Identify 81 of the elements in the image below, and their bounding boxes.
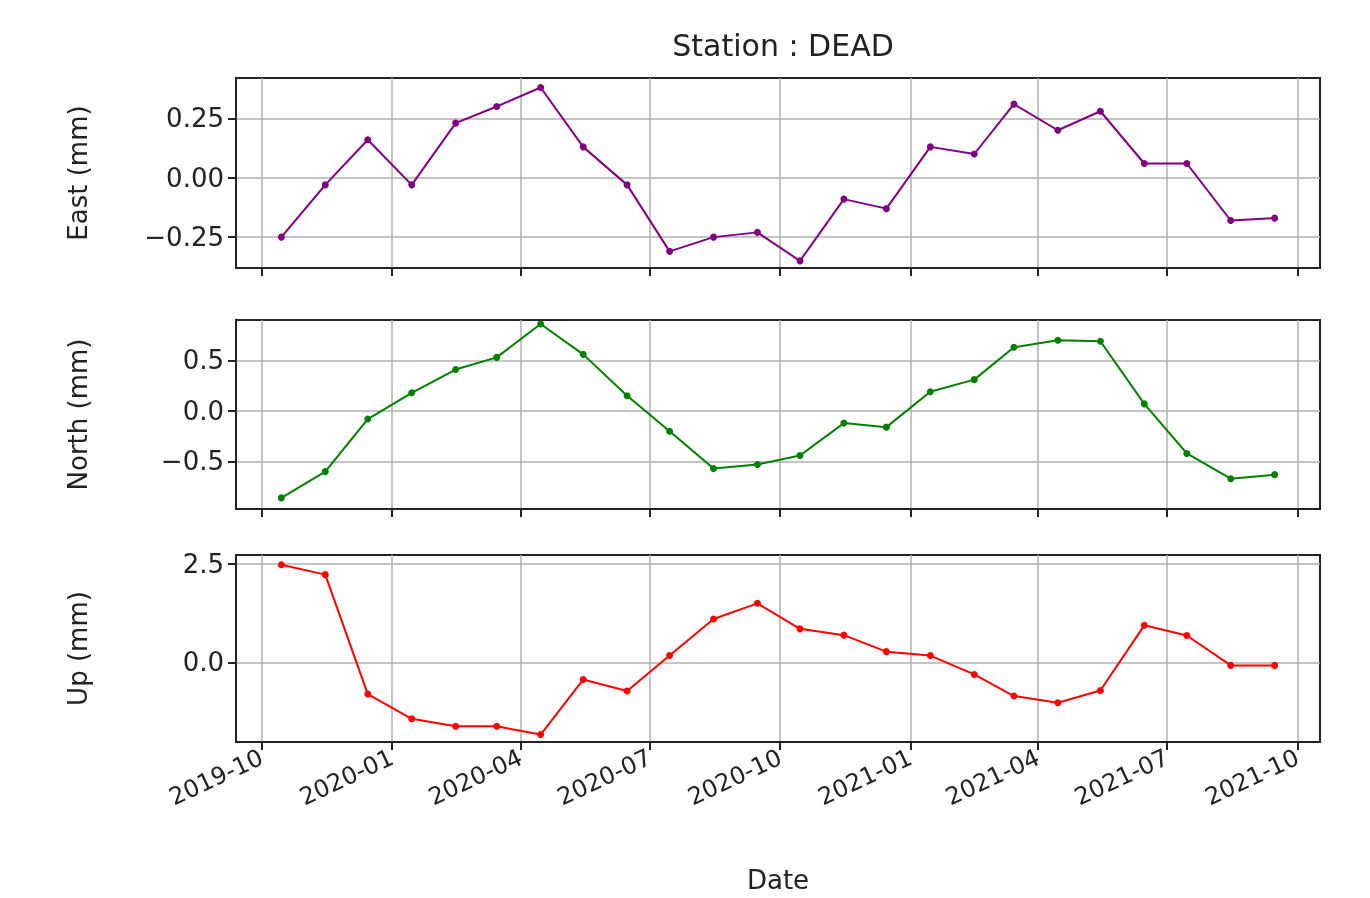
point <box>1227 475 1235 483</box>
point <box>970 150 978 158</box>
point <box>493 103 501 110</box>
point <box>1010 343 1018 351</box>
point <box>321 468 329 476</box>
point <box>926 143 934 151</box>
y-tick-label: −0.5 <box>160 446 224 477</box>
point <box>408 715 416 723</box>
point <box>537 731 545 739</box>
point <box>1271 214 1279 222</box>
point <box>1227 661 1235 669</box>
point <box>579 143 587 151</box>
point <box>753 228 761 236</box>
point <box>1140 400 1148 408</box>
y-tick-label: 0.5 <box>182 345 224 376</box>
point <box>277 561 285 569</box>
point <box>710 465 718 473</box>
point <box>1140 160 1148 167</box>
point <box>579 676 587 684</box>
point <box>277 494 285 502</box>
y-axis-title: Up (mm) <box>63 591 93 706</box>
point <box>364 415 372 423</box>
point <box>623 181 631 189</box>
y-tick-label: 0.25 <box>166 103 224 134</box>
point <box>882 648 890 656</box>
point <box>452 722 460 730</box>
point <box>408 181 416 189</box>
y-axis-title: North (mm) <box>63 338 93 491</box>
x-axis-title: Date <box>746 865 810 895</box>
point <box>666 652 674 660</box>
point <box>321 571 329 579</box>
point <box>408 389 416 397</box>
point <box>1183 632 1191 640</box>
point <box>882 205 890 213</box>
point <box>1096 687 1104 695</box>
point <box>1096 107 1104 115</box>
point <box>1271 661 1279 669</box>
point <box>1183 449 1191 457</box>
point <box>926 652 934 660</box>
point <box>452 119 460 127</box>
point <box>493 353 501 361</box>
point <box>579 350 587 358</box>
point <box>840 631 848 639</box>
y-tick-label: 0.0 <box>182 647 224 678</box>
point <box>1054 699 1062 707</box>
point <box>1227 217 1235 224</box>
point <box>493 722 501 730</box>
y-tick-label: −0.25 <box>144 222 224 253</box>
y-tick-label: 0.00 <box>166 162 224 193</box>
point <box>623 392 631 400</box>
point <box>1054 126 1062 134</box>
point <box>710 233 718 241</box>
point <box>666 247 674 255</box>
point <box>840 419 848 427</box>
point <box>277 233 285 241</box>
point <box>321 181 329 189</box>
point <box>970 670 978 678</box>
point <box>970 376 978 384</box>
point <box>753 461 761 469</box>
point <box>1054 336 1062 344</box>
y-axis-title: East (mm) <box>63 105 93 241</box>
y-tick-label: 0.0 <box>182 395 224 426</box>
point <box>1271 471 1279 479</box>
point <box>666 427 674 435</box>
point <box>537 320 545 328</box>
point <box>926 388 934 396</box>
point <box>710 615 718 623</box>
point <box>1096 337 1104 345</box>
y-tick-label: 2.5 <box>182 549 224 580</box>
point <box>537 84 545 91</box>
point <box>796 625 804 633</box>
point <box>364 690 372 698</box>
point <box>882 423 890 431</box>
point <box>452 366 460 374</box>
chart-title: Station : DEAD <box>672 27 894 63</box>
point <box>753 599 761 607</box>
point <box>1140 621 1148 629</box>
point <box>840 195 848 203</box>
point <box>364 136 372 144</box>
point <box>796 451 804 459</box>
point <box>1183 160 1191 167</box>
